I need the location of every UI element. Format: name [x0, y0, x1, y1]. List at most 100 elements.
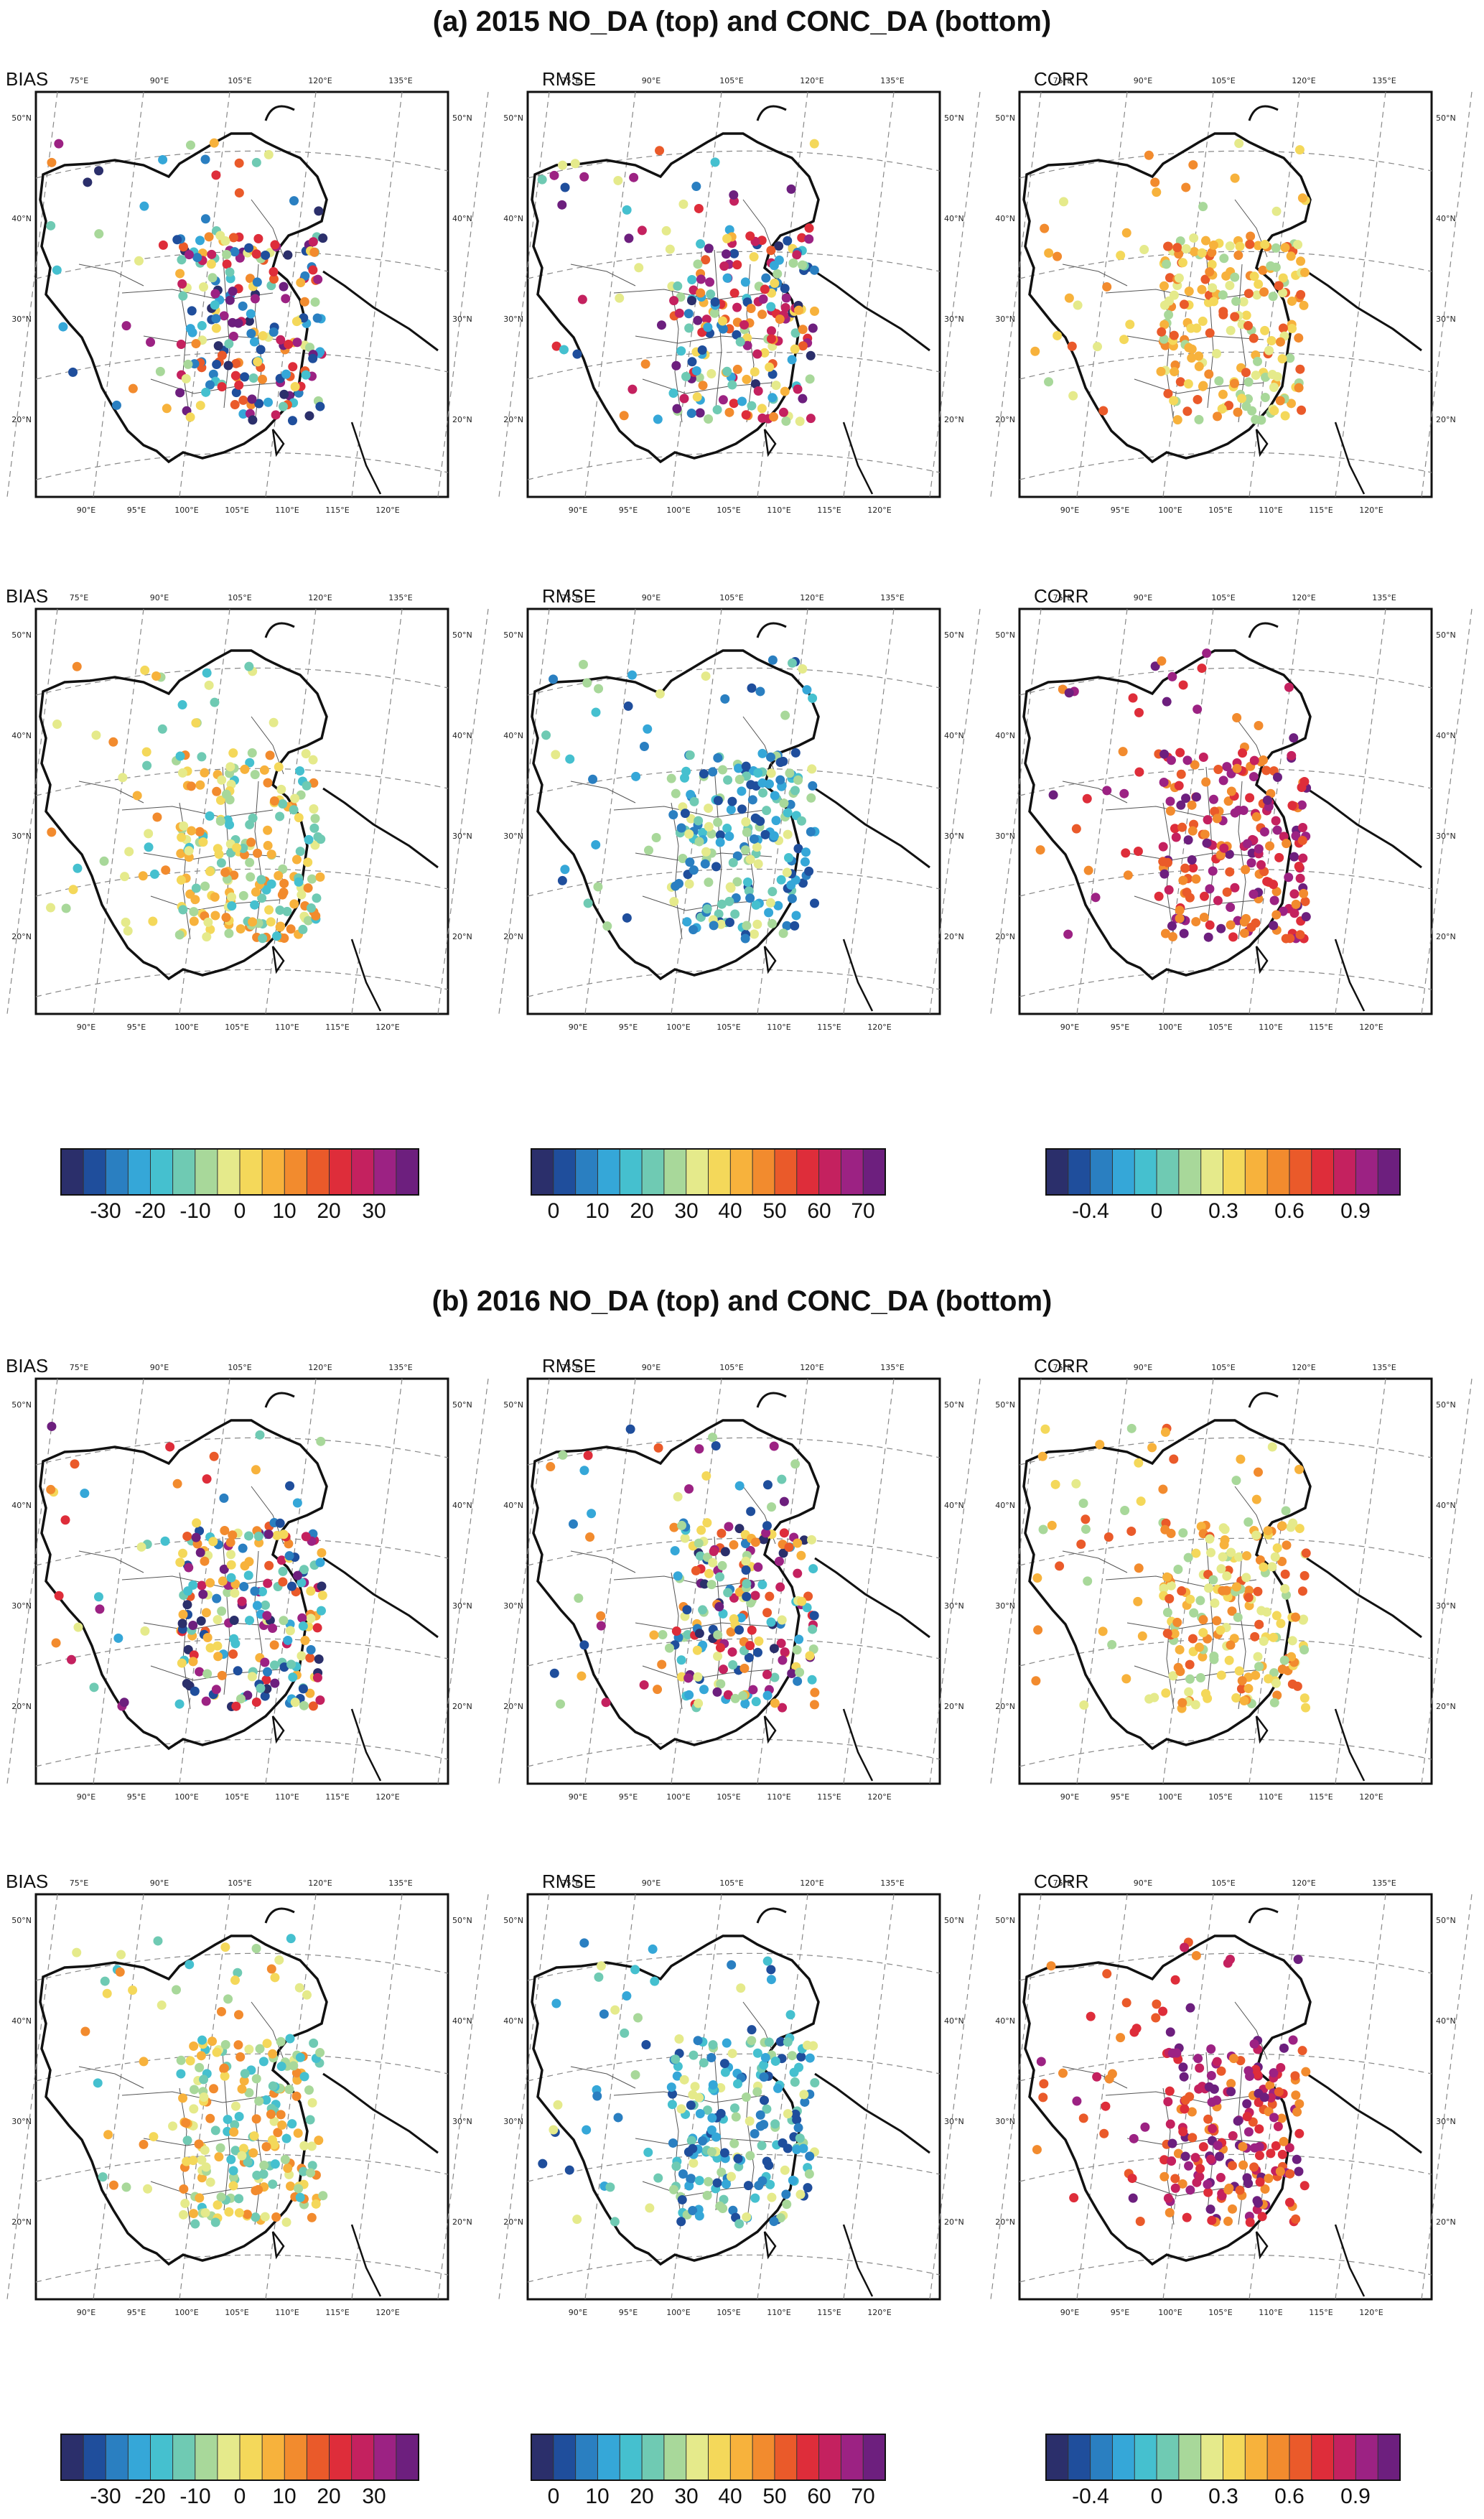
station-marker: [233, 1968, 243, 1978]
station-marker: [746, 1507, 756, 1517]
graticule-meridian: [757, 91, 808, 498]
station-marker: [798, 260, 808, 270]
province-boundary: [78, 2066, 144, 2089]
station-marker: [669, 896, 679, 906]
lon-tick-label: 90°E: [150, 593, 169, 602]
station-marker: [1213, 895, 1223, 905]
station-marker: [1231, 1693, 1241, 1703]
station-marker: [1268, 292, 1278, 302]
graticule-meridian: [1421, 91, 1473, 498]
station-marker: [760, 2052, 770, 2062]
station-marker: [300, 1635, 310, 1645]
lon-tick-label: 105°E: [228, 593, 251, 602]
station-marker: [1190, 760, 1200, 770]
station-marker: [752, 2048, 762, 2058]
lon-tick-label: 105°E: [1208, 1023, 1232, 1032]
station-marker: [181, 2118, 191, 2128]
map-a-r0-corr: 75°E 90°E 105°E 120°E 135°E90°E 95°E 100°E 105°…: [990, 76, 1473, 515]
station-marker: [757, 413, 767, 423]
colorbar-swatch: [553, 1148, 577, 1196]
station-marker: [579, 1466, 589, 1476]
tick-label: 50: [762, 2485, 787, 2508]
station-marker: [252, 2170, 262, 2180]
station-marker: [549, 170, 559, 180]
station-marker: [91, 730, 101, 740]
station-marker: [1271, 2141, 1281, 2151]
station-marker: [718, 324, 728, 334]
station-marker: [721, 2179, 731, 2189]
station-marker: [286, 1581, 297, 1591]
station-marker: [755, 816, 765, 827]
lat-tick-label: 50°N: [11, 1916, 32, 1925]
station-marker: [1157, 327, 1167, 337]
station-marker: [674, 879, 684, 889]
station-marker: [808, 1564, 818, 1574]
station-marker: [1150, 661, 1160, 671]
lat-tick-label: 40°N: [995, 731, 1015, 740]
station-marker: [188, 1620, 198, 1630]
station-marker: [757, 1580, 767, 1590]
station-marker: [686, 409, 696, 419]
colorbar-b-bias: [60, 2434, 419, 2481]
station-marker: [706, 1580, 717, 1590]
colorbar-b-corr: [1045, 2434, 1401, 2481]
station-marker: [140, 1626, 150, 1636]
station-marker: [204, 680, 214, 690]
station-marker: [1259, 755, 1269, 765]
map-frame: [34, 90, 449, 498]
station-marker: [216, 2006, 226, 2016]
station-marker: [691, 1565, 701, 1575]
station-marker: [283, 250, 293, 260]
station-marker: [316, 1436, 326, 1446]
lon-tick-label: 105°E: [719, 76, 743, 85]
graticule-parallel: [527, 667, 941, 696]
panel-b-r0-c2-label: CORR: [1034, 1355, 1089, 1377]
station-marker: [1260, 2184, 1270, 2194]
station-marker: [723, 775, 733, 785]
graticule-meridian: [843, 1378, 895, 1784]
graticule-parallel: [1019, 2053, 1432, 2082]
graticule-parallel: [35, 1952, 449, 1981]
station-marker: [1176, 800, 1186, 810]
station-marker: [1297, 405, 1307, 415]
station-marker: [1277, 2113, 1287, 2123]
station-marker: [1243, 2179, 1254, 2189]
station-marker: [1243, 377, 1254, 387]
station-marker: [183, 1586, 193, 1596]
lat-tick-label: 20°N: [452, 1702, 472, 1711]
colorbar-swatch: [1266, 1148, 1290, 1196]
station-marker: [248, 813, 258, 823]
station-marker: [790, 1459, 801, 1469]
lat-tick-label: 30°N: [503, 2117, 523, 2126]
hainan-island: [763, 2231, 777, 2260]
graticule-meridian: [1335, 1894, 1386, 2300]
station-marker: [1287, 750, 1297, 760]
station-marker: [1165, 273, 1175, 283]
graticule-meridian: [671, 608, 722, 1015]
colorbar-swatch: [329, 1148, 353, 1196]
graticule-meridian: [1335, 1378, 1386, 1784]
station-marker: [263, 149, 274, 159]
station-marker: [213, 2200, 223, 2210]
map-frame: [1018, 607, 1433, 1015]
station-marker: [1233, 1612, 1243, 1622]
station-marker: [724, 917, 734, 927]
station-marker: [1092, 2072, 1102, 2082]
station-marker: [1212, 2057, 1222, 2067]
station-marker: [1226, 786, 1236, 796]
graticule-meridian: [6, 1894, 58, 2300]
station-marker: [1216, 1564, 1226, 1574]
station-marker: [1254, 2124, 1264, 2134]
philippines-coast: [350, 939, 382, 1012]
station-marker: [1291, 1612, 1301, 1622]
station-marker: [809, 1611, 819, 1621]
station-marker: [696, 288, 706, 298]
station-marker: [560, 865, 570, 875]
lake-baikal: [1248, 105, 1279, 121]
station-marker: [1162, 1572, 1172, 1582]
station-marker: [791, 911, 801, 921]
station-marker: [1209, 297, 1219, 307]
station-marker: [198, 837, 208, 847]
lat-tick-label: 30°N: [995, 2117, 1015, 2126]
station-marker: [1282, 1540, 1292, 1550]
